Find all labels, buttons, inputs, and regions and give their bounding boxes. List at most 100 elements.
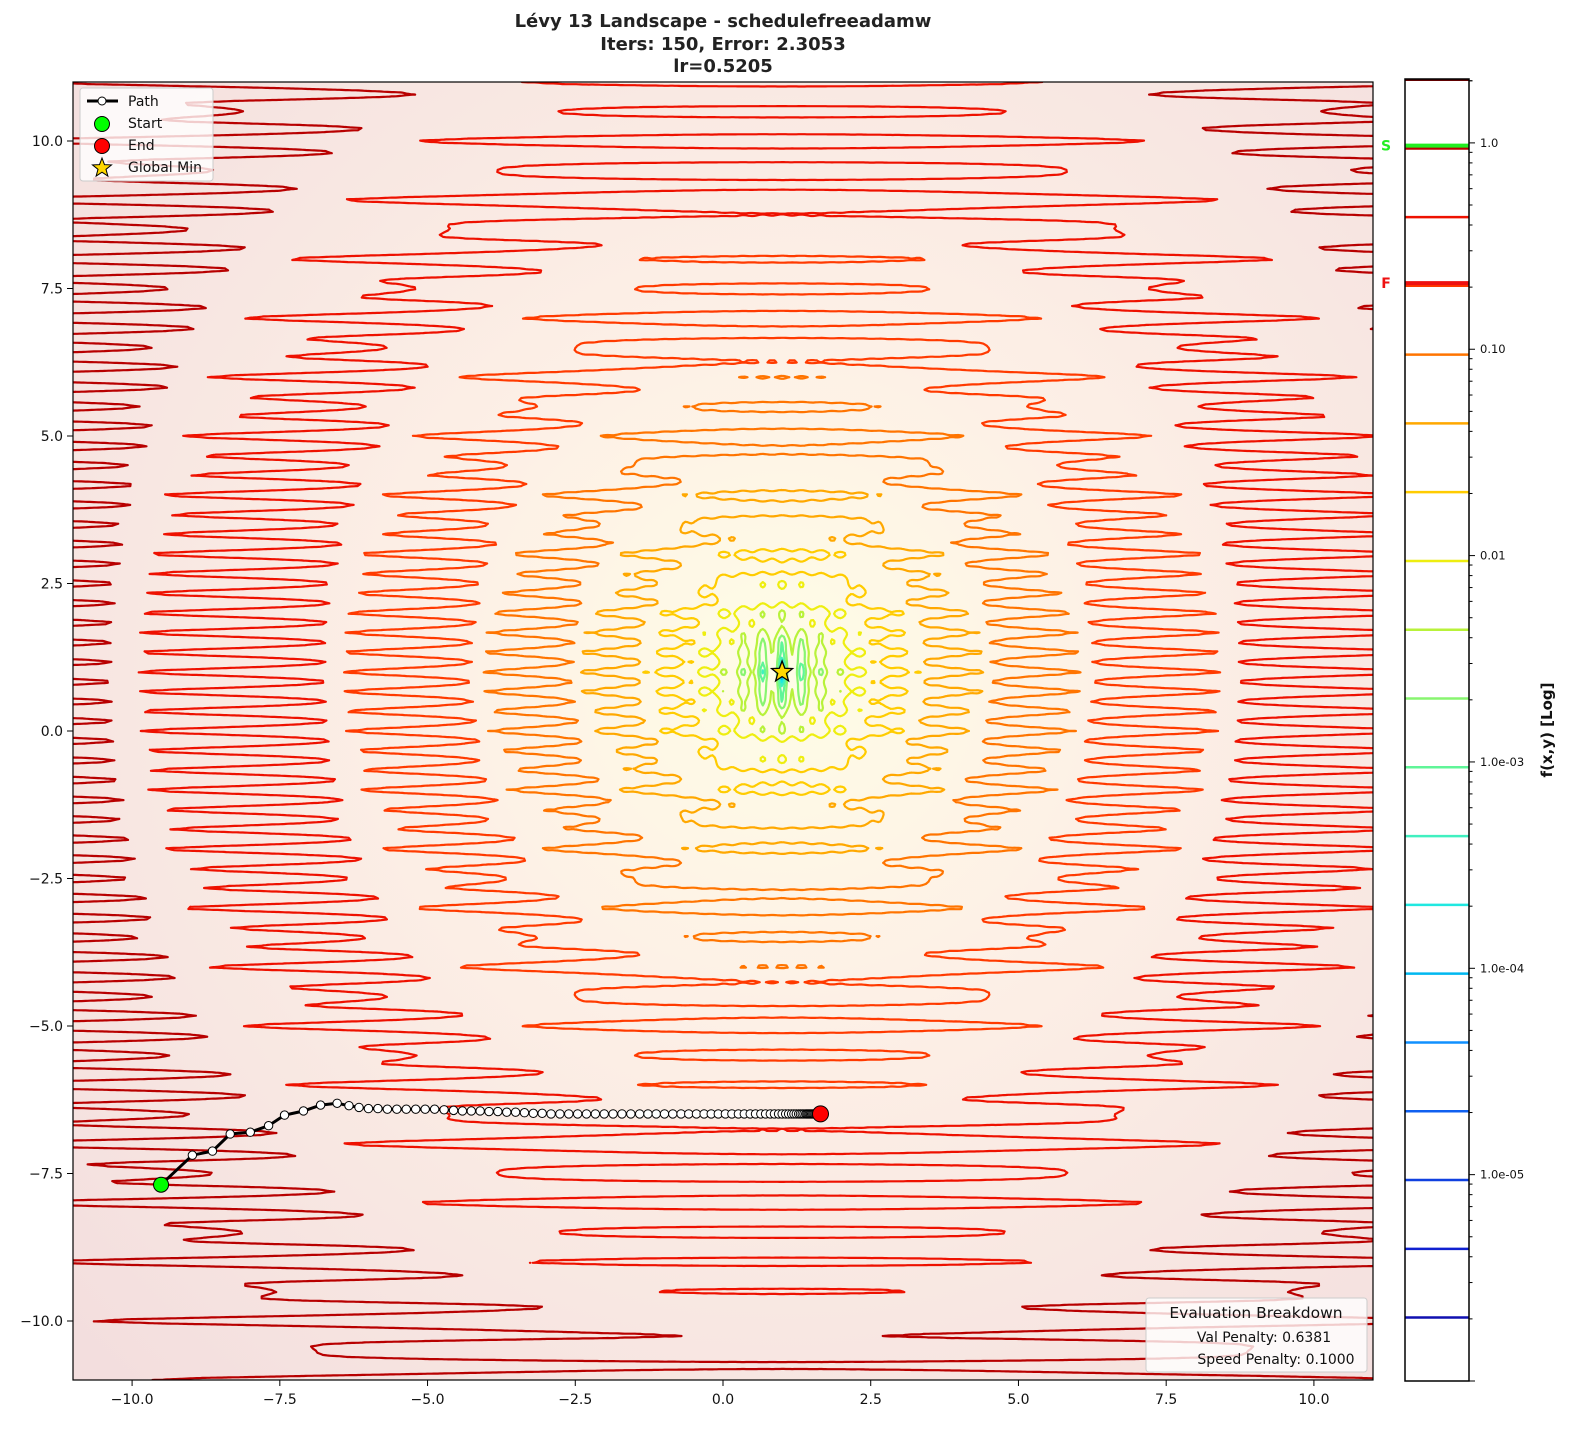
path-point xyxy=(572,1109,583,1119)
y-axis: 10.0 7.5 5.0 2.5 0.0 −2.5 −5.0 −7.5 −10.0 xyxy=(20,134,73,1330)
path-point xyxy=(626,1109,636,1119)
path-point xyxy=(382,1104,393,1114)
path-point xyxy=(401,1104,411,1114)
colorbar-tick-label: 0.10 xyxy=(1480,342,1506,356)
y-tick-label: 10.0 xyxy=(32,134,63,150)
y-tick-label: −7.5 xyxy=(29,1167,63,1183)
colorbar-final-marker: F xyxy=(1381,276,1391,292)
chart-title-line-3: lr=0.5205 xyxy=(673,56,773,77)
chart-title-line-2: Iters: 150, Error: 2.3053 xyxy=(600,34,845,55)
x-tick-label: 10.0 xyxy=(1298,1392,1329,1408)
legend-label-start: Start xyxy=(128,116,163,132)
x-tick-label: −2.5 xyxy=(558,1392,592,1408)
evaluation-breakdown-box: Evaluation Breakdown Val Penalty: 0.6381… xyxy=(1145,1297,1368,1373)
path-point xyxy=(279,1110,290,1120)
path-point xyxy=(392,1104,402,1114)
path-point xyxy=(555,1109,565,1119)
contour-level-4 xyxy=(580,488,985,855)
path-point xyxy=(373,1103,383,1114)
path-point xyxy=(668,1109,678,1119)
path-point xyxy=(519,1108,530,1118)
colorbar-tick-label: 1.0e-03 xyxy=(1480,755,1524,769)
y-tick-label: 5.0 xyxy=(41,429,63,445)
path-point xyxy=(411,1104,421,1114)
path-point xyxy=(634,1109,645,1119)
plot-background xyxy=(73,82,1373,1380)
path-point xyxy=(207,1146,218,1156)
y-tick-label: −10.0 xyxy=(20,1314,63,1330)
legend-end-marker xyxy=(94,138,110,154)
y-tick-label: 7.5 xyxy=(41,282,63,298)
y-tick-label: 2.5 xyxy=(41,577,63,593)
path-point xyxy=(263,1121,274,1131)
colorbar-tick-label: 0.01 xyxy=(1480,549,1506,563)
contour-level-0 xyxy=(73,82,1373,1380)
path-point xyxy=(537,1108,547,1119)
start-marker xyxy=(153,1176,170,1193)
contour-level-8 xyxy=(740,634,824,710)
colorbar-tick-label: 1.0 xyxy=(1480,136,1498,150)
x-tick-label: 5.0 xyxy=(1007,1392,1029,1408)
contour-lines xyxy=(73,82,1373,1380)
contour-level-7 xyxy=(719,609,845,735)
path-point xyxy=(439,1105,449,1115)
path-point xyxy=(581,1109,592,1119)
colorbar-tick-label: 1.0e-05 xyxy=(1480,1168,1524,1182)
global-min-star xyxy=(769,659,795,683)
path-point xyxy=(245,1127,255,1137)
evaluation-title: Evaluation Breakdown xyxy=(1169,1304,1342,1322)
optimizer-path xyxy=(153,659,829,1193)
path-point xyxy=(475,1106,485,1116)
contour-level-5 xyxy=(642,547,922,797)
y-tick-label: −2.5 xyxy=(29,872,63,888)
legend-label-path: Path xyxy=(128,94,159,110)
path-point xyxy=(457,1106,468,1116)
path-point xyxy=(420,1104,430,1114)
contour-level-2 xyxy=(343,254,1222,1090)
colorbar-tick-label: 1.0e-04 xyxy=(1480,961,1524,975)
x-tick-label: 7.5 xyxy=(1155,1392,1177,1408)
path-point xyxy=(225,1129,235,1139)
y-tick-label: −5.0 xyxy=(29,1019,63,1035)
path-point xyxy=(590,1109,601,1119)
legend-label-end: End xyxy=(128,138,155,154)
x-tick-label: 2.5 xyxy=(860,1392,882,1408)
path-point xyxy=(617,1109,627,1119)
path-point xyxy=(493,1106,503,1117)
path-point xyxy=(510,1107,521,1117)
legend: Path Start End Global Min xyxy=(79,87,214,182)
path-point xyxy=(546,1109,556,1119)
colorbar-label: f(x,y) [Log] xyxy=(1538,683,1556,778)
path-point xyxy=(643,1109,653,1119)
path-point xyxy=(684,1109,694,1119)
path-point xyxy=(344,1100,354,1111)
path-point xyxy=(608,1109,618,1119)
path-point xyxy=(528,1108,539,1119)
legend-star-icon xyxy=(91,156,113,178)
val-penalty: Val Penalty: 0.6381 xyxy=(1197,1330,1331,1346)
path-point xyxy=(332,1098,342,1108)
path-point xyxy=(502,1107,512,1117)
legend-label-global-min: Global Min xyxy=(128,160,202,176)
path-point xyxy=(187,1150,198,1160)
path-point xyxy=(659,1109,670,1119)
path-point xyxy=(315,1100,326,1110)
path-point xyxy=(354,1102,364,1113)
path-point xyxy=(599,1109,609,1119)
path-point xyxy=(564,1109,574,1119)
x-axis: −10.0 −7.5 −5.0 −2.5 0.0 2.5 5.0 7.5 10.0 xyxy=(111,1380,1329,1408)
path-point xyxy=(484,1106,494,1117)
x-tick-label: −10.0 xyxy=(111,1392,154,1408)
path-point xyxy=(651,1109,661,1119)
path-point xyxy=(298,1106,309,1116)
path-point xyxy=(429,1104,440,1114)
path-point xyxy=(363,1103,374,1114)
path-point xyxy=(466,1106,476,1116)
chart-title-line-1: Lévy 13 Landscape - schedulefreeadamw xyxy=(515,11,932,32)
contour-level-1 xyxy=(137,82,1373,1296)
colorbar-start-marker: S xyxy=(1381,139,1391,155)
end-marker xyxy=(812,1105,829,1123)
x-tick-label: −5.0 xyxy=(411,1392,445,1408)
path-point xyxy=(448,1105,459,1116)
